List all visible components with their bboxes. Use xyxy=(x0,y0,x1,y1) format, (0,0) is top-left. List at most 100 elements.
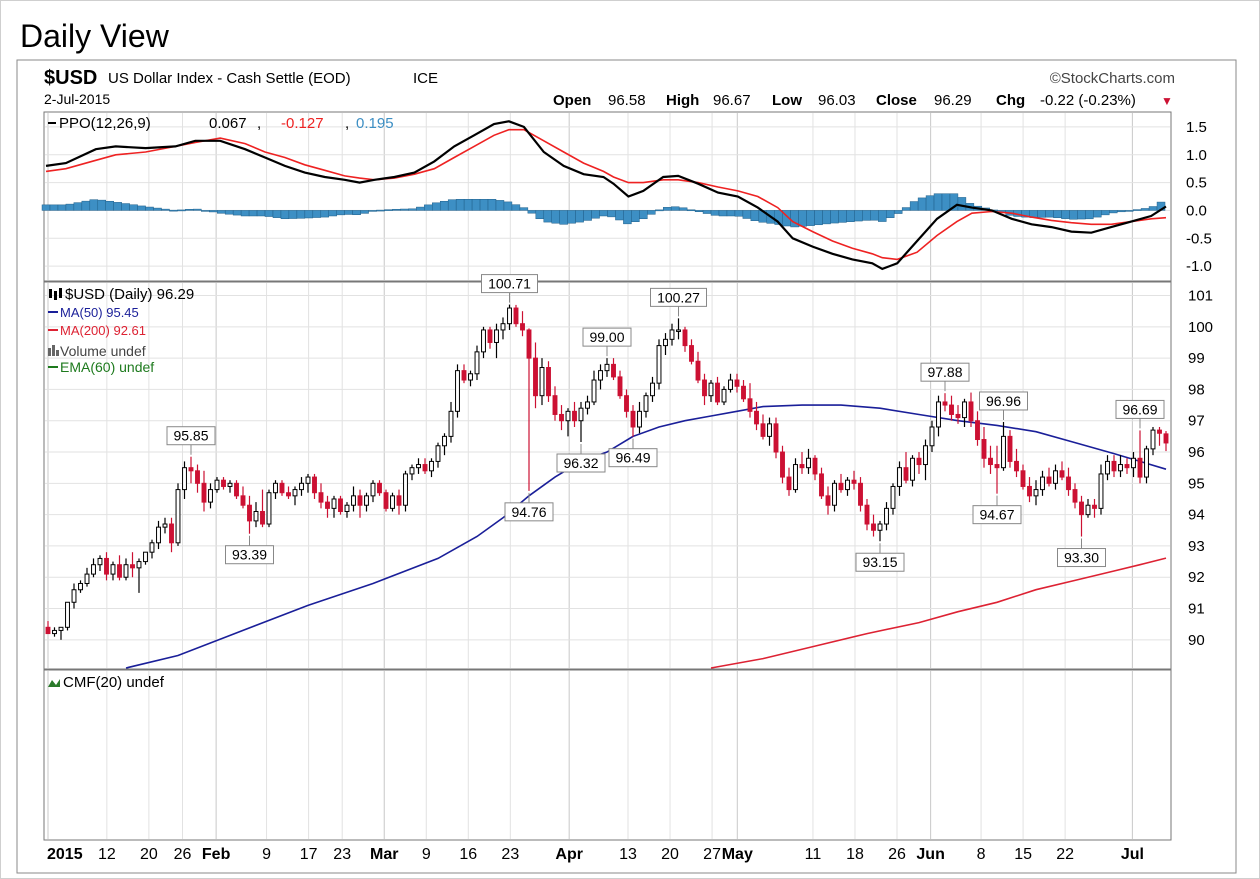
ppo-y-tick-label: -1.0 xyxy=(1186,258,1212,275)
x-tick-label: 27 xyxy=(703,846,721,863)
candle-up xyxy=(403,473,408,506)
candle-down xyxy=(487,329,493,343)
price-y-tick-label: 90 xyxy=(1188,632,1205,649)
candle-up xyxy=(58,626,64,631)
candle-up xyxy=(578,407,584,422)
ppo-legend-value-2: -0.127 xyxy=(281,115,324,132)
x-tick-label: 9 xyxy=(262,846,271,863)
ppo-histogram-bar xyxy=(185,208,194,211)
chg-down-icon: ▼ xyxy=(1161,94,1173,108)
annotation-box xyxy=(855,552,905,572)
ppo-histogram-bar xyxy=(1053,210,1062,219)
candle-up xyxy=(962,401,967,419)
ppo-histogram-bar xyxy=(814,210,823,226)
ppo-histogram-bar xyxy=(320,210,329,218)
ppo-histogram-bar xyxy=(957,197,967,211)
candle-up xyxy=(351,495,356,506)
annotation-label: 96.96 xyxy=(986,393,1021,409)
ppo-histogram-bar xyxy=(89,199,99,211)
ppo-histogram-bar xyxy=(344,210,353,215)
annotation-label: 96.32 xyxy=(563,455,598,471)
candle-up xyxy=(650,382,655,397)
candle-down xyxy=(968,401,974,422)
ppo-histogram-bar xyxy=(686,209,696,212)
ppo-histogram-bar xyxy=(838,210,847,223)
low-value: 96.03 xyxy=(818,92,856,109)
candle-up xyxy=(877,523,883,531)
ppo-plot xyxy=(41,120,1167,271)
candle-up xyxy=(663,338,668,347)
candle-up xyxy=(1053,470,1058,484)
candle-up xyxy=(175,489,181,544)
ppo-histogram-bar xyxy=(798,210,807,227)
candle-down xyxy=(799,464,805,469)
candle-down xyxy=(1046,476,1052,484)
ppo-y-tick-label: 0.0 xyxy=(1186,202,1207,219)
ppo-histogram-bar xyxy=(623,210,632,225)
ppo-histogram-bar xyxy=(113,202,122,211)
candle-down xyxy=(1027,485,1032,497)
x-tick-label: 20 xyxy=(140,846,158,863)
chg-value: -0.22 (-0.23%) xyxy=(1040,92,1136,109)
candle-up xyxy=(585,401,590,409)
ppo-histogram-bar xyxy=(750,210,760,221)
ppo-histogram-bar xyxy=(439,200,449,211)
ppo-histogram-bar xyxy=(527,210,537,214)
x-tick-label: 12 xyxy=(98,846,116,863)
close-label: Close xyxy=(876,92,917,109)
candle-down xyxy=(773,423,779,453)
annotation-box xyxy=(225,545,274,565)
candle-down xyxy=(617,376,623,397)
ppo-histogram-bar xyxy=(806,210,815,226)
candle-down xyxy=(422,464,428,472)
candle-down xyxy=(526,329,532,359)
ppo-histogram-bar xyxy=(49,204,59,211)
candle-down xyxy=(377,482,382,494)
price-y-tick-label: 93 xyxy=(1188,538,1205,555)
ppo-y-tick-label: 1.5 xyxy=(1186,119,1207,136)
ppo-histogram-bar xyxy=(376,209,385,212)
candle-up xyxy=(370,482,376,497)
candle-down xyxy=(747,398,753,412)
candle-up xyxy=(721,388,727,403)
candle-down xyxy=(825,495,831,506)
annotation-label: 96.49 xyxy=(615,450,650,466)
candle-down xyxy=(286,492,291,497)
candle-up xyxy=(52,629,57,635)
candle-down xyxy=(734,379,740,387)
x-tick-label: 23 xyxy=(501,846,519,863)
ppo-histogram-bar xyxy=(1061,210,1070,219)
candle-up xyxy=(806,457,811,469)
ppo-line xyxy=(45,120,1167,271)
annotation-label: 97.88 xyxy=(927,364,962,380)
x-tick-label: 2015 xyxy=(47,846,83,863)
candle-up xyxy=(253,510,259,522)
candle-up xyxy=(936,401,941,428)
candle-down xyxy=(1059,470,1065,478)
candle-up xyxy=(442,435,447,447)
price-y-tick-label: 100 xyxy=(1188,319,1213,336)
candle-up xyxy=(598,370,603,381)
ppo-legend-sep-1: , xyxy=(257,115,261,132)
candle-up xyxy=(143,551,148,563)
candle-down xyxy=(546,367,551,397)
candle-down xyxy=(279,482,285,494)
ppo-legend-name: PPO(12,26,9) xyxy=(59,115,151,132)
ohlc-readout: Open 96.58 High 96.67 Low 96.03 Close 96… xyxy=(553,92,1173,109)
candle-up xyxy=(266,492,272,525)
x-tick-label: May xyxy=(722,846,753,863)
candle-up xyxy=(435,445,441,462)
candle-down xyxy=(1072,489,1078,503)
ppo-histogram-bar xyxy=(647,210,656,215)
ppo-histogram-bar xyxy=(304,210,314,219)
ma200-line xyxy=(710,557,1167,669)
ppo-histogram-bar xyxy=(57,204,67,211)
candle-down xyxy=(45,626,51,635)
candle-down xyxy=(1124,464,1130,469)
candle-up xyxy=(708,382,714,397)
candle-up xyxy=(767,423,772,437)
ppo-histogram-bar xyxy=(256,210,266,217)
high-value: 96.67 xyxy=(713,92,751,109)
ppo-histogram-bar xyxy=(384,209,393,211)
ma50-line xyxy=(125,404,1167,669)
